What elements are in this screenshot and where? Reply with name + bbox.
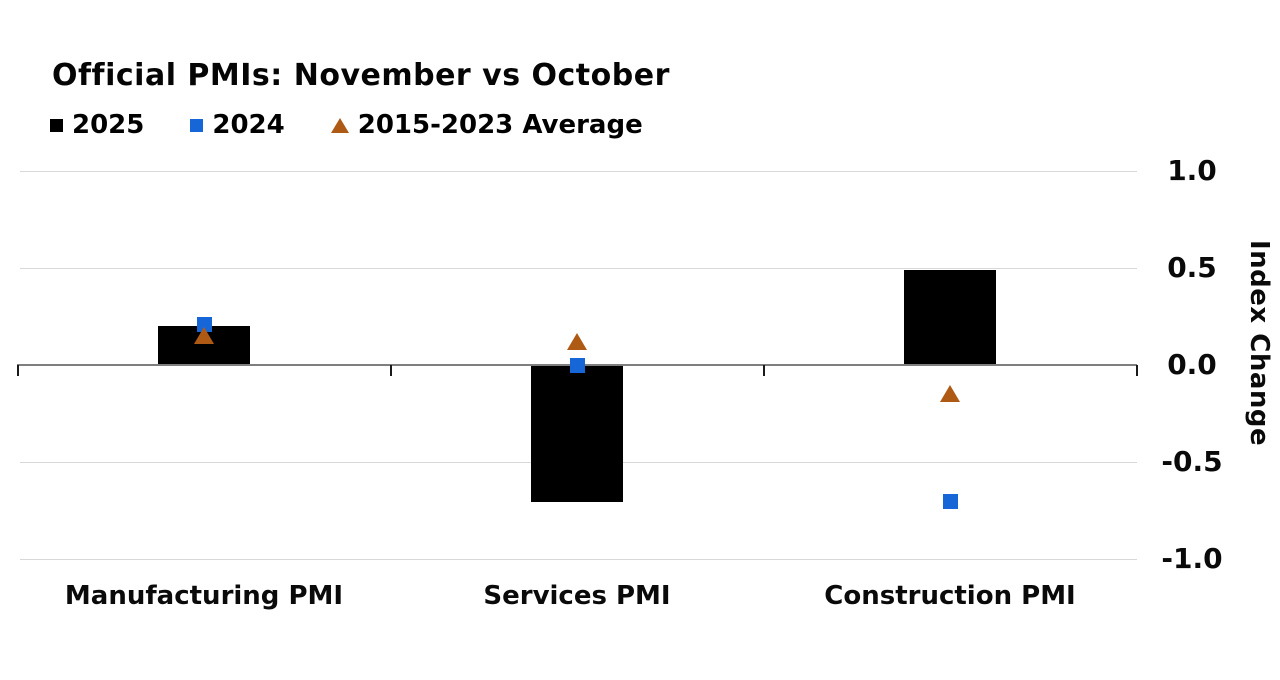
legend-item-average: 2015-2023 Average xyxy=(330,110,643,140)
marker-triangle-average xyxy=(194,327,214,344)
marker-triangle-average xyxy=(567,333,587,350)
black-square-icon xyxy=(50,118,63,132)
legend-item-2024: 2024 xyxy=(190,110,285,140)
axis-tick xyxy=(1136,365,1138,376)
legend-label: 2015-2023 Average xyxy=(357,110,643,140)
gridline xyxy=(20,171,1137,172)
gridline xyxy=(20,268,1137,269)
legend-label: 2024 xyxy=(212,110,285,140)
y-tick-label: 1.0 xyxy=(1167,154,1217,187)
axis-tick xyxy=(390,365,392,376)
marker-square-2024 xyxy=(943,494,958,509)
y-axis-title: Index Change xyxy=(1244,239,1274,447)
blue-square-icon xyxy=(190,118,204,132)
bar-2025 xyxy=(531,366,623,502)
chart-title: Official PMIs: November vs October xyxy=(52,58,670,93)
legend-item-2025: 2025 xyxy=(50,110,144,140)
marker-square-2024 xyxy=(570,358,585,373)
marker-triangle-average xyxy=(940,385,960,402)
bar-2025 xyxy=(904,270,996,366)
y-tick-label: -1.0 xyxy=(1161,542,1223,575)
category-label: Manufacturing PMI xyxy=(64,581,344,611)
axis-tick xyxy=(17,365,19,376)
category-label: Construction PMI xyxy=(824,581,1076,611)
triangle-icon xyxy=(330,117,349,133)
legend-label: 2025 xyxy=(72,110,145,140)
category-label: Services PMI xyxy=(483,581,671,611)
axis-tick xyxy=(763,365,765,376)
y-tick-label: 0.0 xyxy=(1167,348,1217,381)
y-tick-label: -0.5 xyxy=(1161,445,1223,478)
y-tick-label: 0.5 xyxy=(1167,251,1217,284)
chart-legend: 2025 2024 2015-2023 Average xyxy=(50,108,689,142)
gridline xyxy=(20,559,1137,560)
